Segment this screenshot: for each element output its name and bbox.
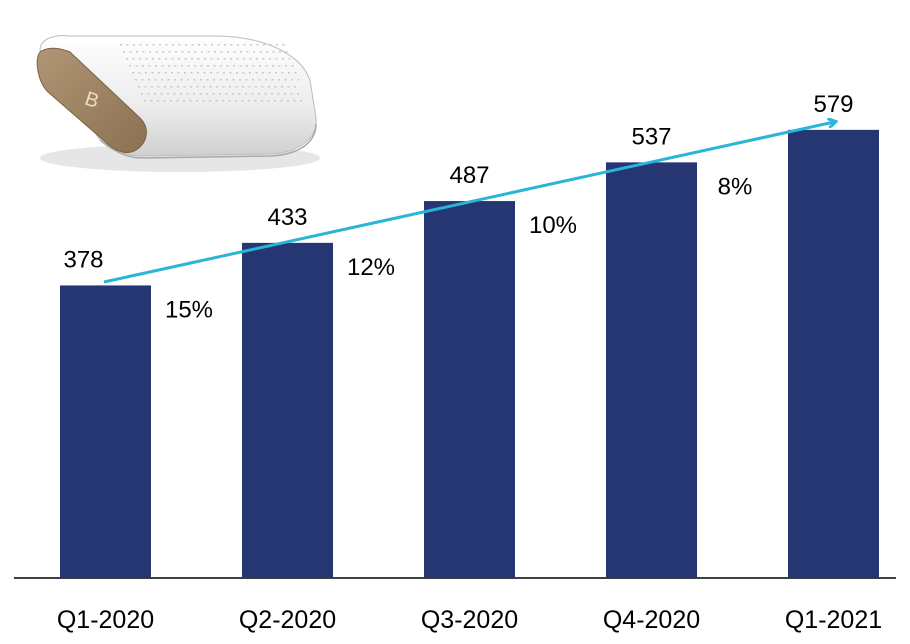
value-label: 433 [267,204,307,231]
value-label: 378 [63,246,103,273]
trend-arrow [103,122,834,284]
growth-label: 15% [165,296,213,323]
value-labels-layer: 378 433 487 537 579 [63,91,853,274]
value-label: 537 [631,123,671,150]
growth-labels-layer: 15% 12% 10% 8% [165,173,752,323]
bar-q4-2020 [606,162,697,578]
category-label: Q3-2020 [421,606,518,634]
growth-label: 12% [347,254,395,281]
category-label: Q1-2021 [785,606,882,634]
bar-q1-2021 [788,129,879,578]
value-label: 487 [449,162,489,189]
category-label: Q2-2020 [239,606,336,634]
bars-layer [60,129,879,578]
bar-q2-2020 [242,242,333,578]
device-illustration-icon: B [36,35,320,172]
growth-label: 8% [718,173,753,200]
category-label: Q4-2020 [603,606,700,634]
category-label: Q1-2020 [57,606,154,634]
bar-q1-2020 [60,285,151,578]
growth-label: 10% [529,212,577,239]
value-label: 579 [813,91,853,118]
bar-q3-2020 [424,201,515,578]
device-grille [120,44,302,102]
svg-text:B: B [82,88,101,113]
category-labels-layer: Q1-2020 Q2-2020 Q3-2020 Q4-2020 Q1-2021 [57,606,882,634]
